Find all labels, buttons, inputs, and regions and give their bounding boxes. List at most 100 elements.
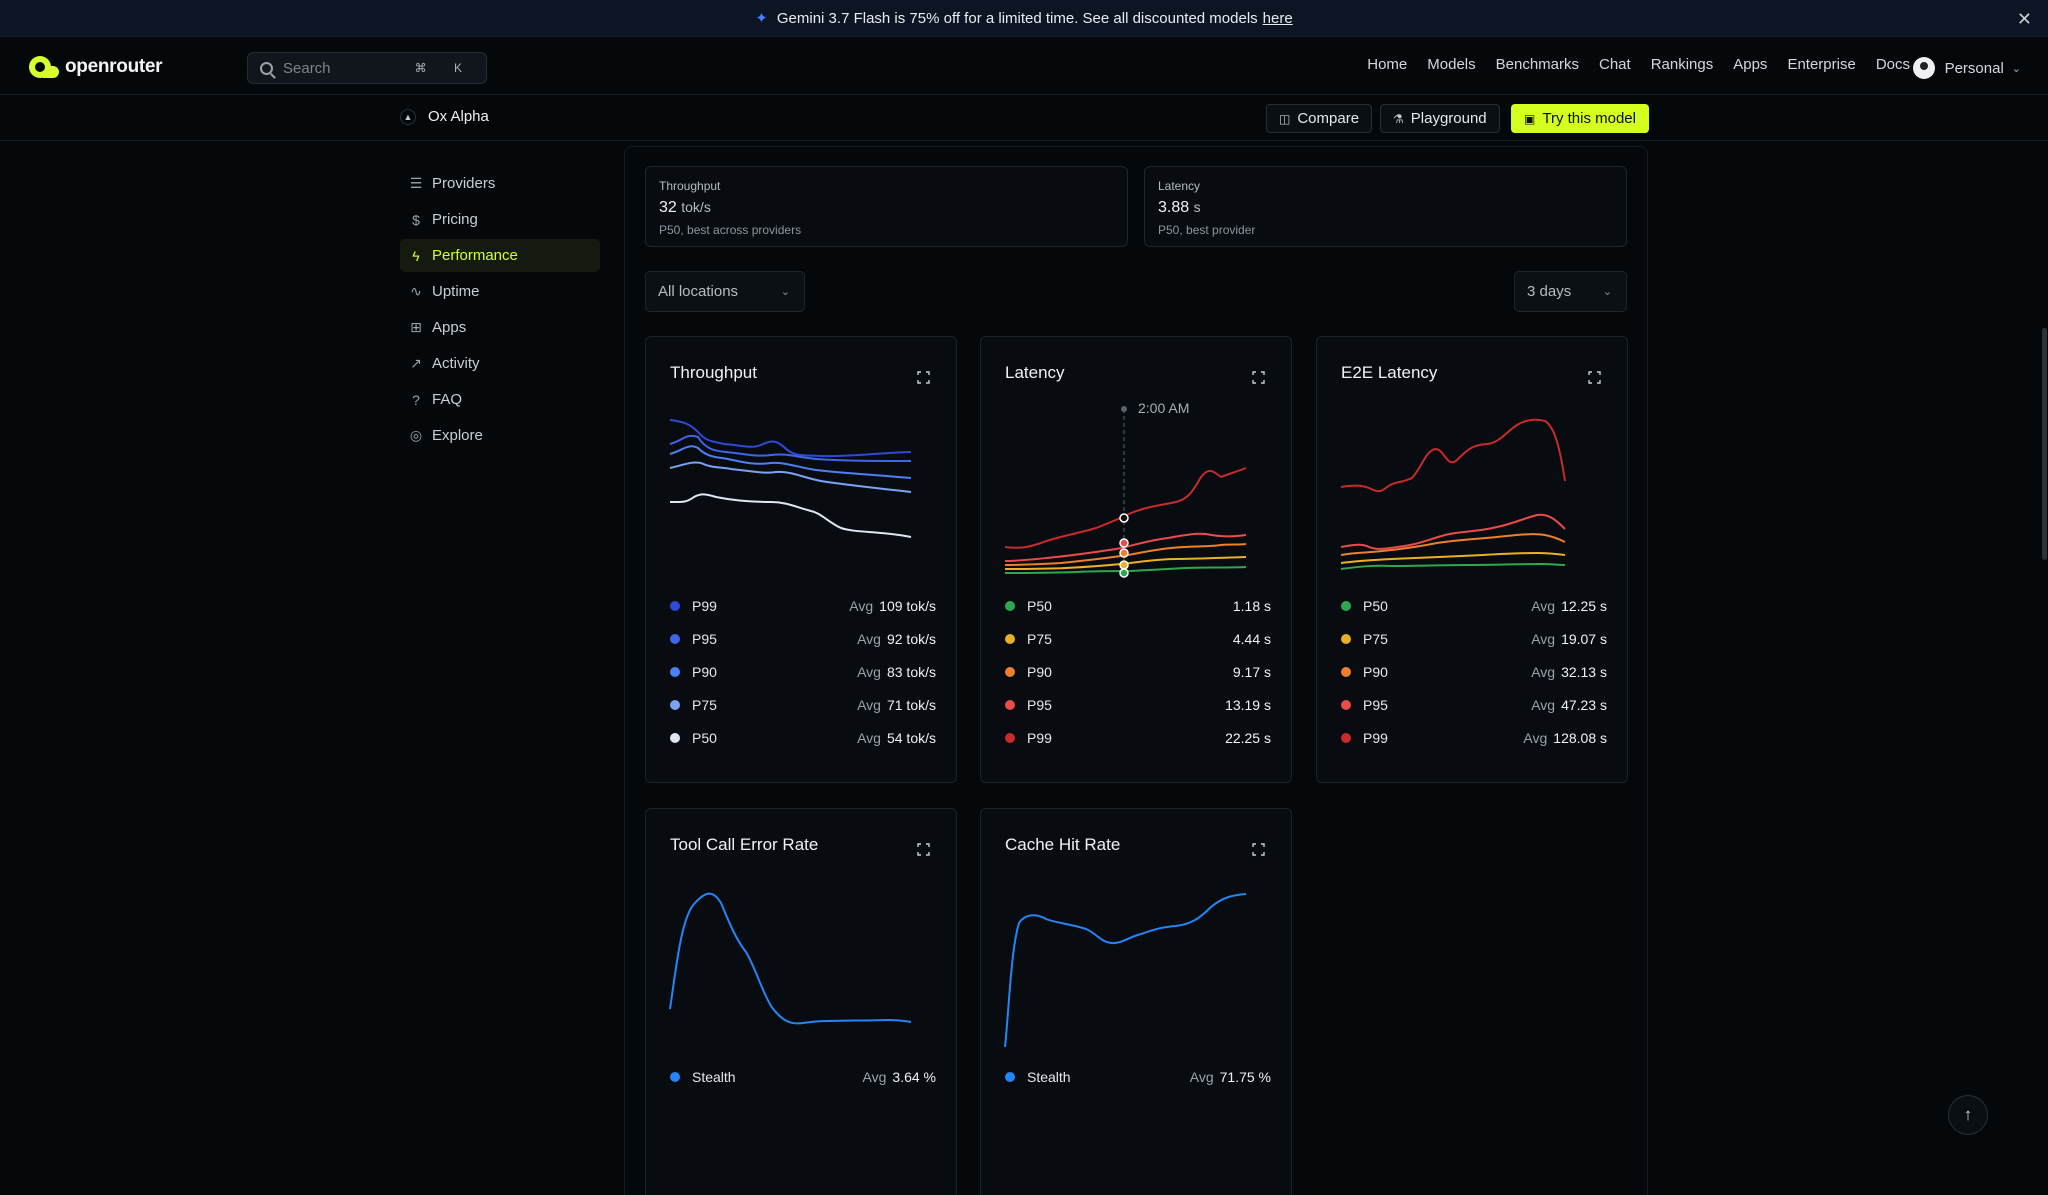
search-input[interactable]: Search ⌘ K [247,52,487,84]
stat-sub: P50, best across providers [659,223,802,237]
card-title: Tool Call Error Rate [670,835,819,854]
logo[interactable]: openrouter [29,56,163,78]
help-icon: ? [412,391,420,408]
legend-avg: Avg [1531,663,1556,680]
legend-number: 47.23 s [1561,696,1607,713]
legend-row: P99 Avg 109 tok/s [670,589,936,622]
legend-name: P90 [1027,663,1052,680]
legend-value: Avg 54 tok/s [857,730,936,746]
throughput-chart [669,419,912,538]
nav-link-apps[interactable]: Apps [1733,56,1768,73]
legend-row: P50 Avg 12.25 s [1341,589,1607,622]
chart-legend: P99 Avg 109 tok/s P95 Avg 92 tok/s P90 Avg 83 … [670,589,936,754]
search-placeholder: Search [283,59,331,77]
close-icon[interactable]: ✕ [2016,9,2032,29]
expand-icon[interactable] [1252,371,1265,384]
nav-link-rankings[interactable]: Rankings [1650,56,1714,73]
legend-row: P50 Avg 54 tok/s [670,721,936,754]
sidebar: ☰ Providers $ Pricing ϟ Performance ∿ Uptime… [400,167,600,455]
try-model-label: Try this model [1542,110,1636,127]
nav-link-docs[interactable]: Docs [1875,56,1910,73]
trend-icon: ↗ [410,355,422,371]
nav-link-enterprise[interactable]: Enterprise [1787,56,1856,73]
latency-card: Latency 2:00 AM P50 1.18 s P75 4.44 s P90 9… [980,336,1292,783]
sidebar-item-explore[interactable]: ◎ Explore [400,419,600,452]
legend-avg: Avg [857,729,881,746]
legend-name: P90 [692,663,717,680]
legend-name: Stealth [1027,1068,1071,1085]
stat-label: Latency [1158,179,1201,193]
legend-value: 4.44 s [1232,630,1271,647]
apps-icon: ⊞ [410,319,422,335]
legend-value: Avg 71.75 % [1190,1069,1271,1085]
scroll-to-top-button[interactable]: ↑ [1948,1095,1988,1135]
legend-number: 3.64 % [892,1068,936,1085]
expand-icon[interactable] [1252,843,1265,856]
sidebar-item-performance[interactable]: ϟ Performance [400,239,600,272]
pulse-icon: ∿ [410,283,422,299]
legend-dot [670,666,680,677]
try-model-button[interactable]: ▣ Try this model [1511,104,1649,133]
legend-value: 1.18 s [1232,597,1271,614]
legend-name: P99 [1027,729,1052,746]
sidebar-item-uptime[interactable]: ∿ Uptime [400,275,600,308]
nav-link-chat[interactable]: Chat [1599,56,1631,73]
sidebar-item-providers[interactable]: ☰ Providers [400,167,600,200]
legend-name: P50 [1027,597,1052,614]
expand-icon[interactable] [917,371,930,384]
sidebar-item-label: Activity [432,355,480,372]
sidebar-item-pricing[interactable]: $ Pricing [400,203,600,236]
banner-link[interactable]: here [1262,9,1293,27]
account-menu[interactable]: Personal ⌄ [1912,57,2021,79]
model-header: ▲ Ox Alpha ◫ Compare ⚗ Playground ▣ Try … [0,95,2048,141]
legend-dot [1005,1071,1015,1082]
chart-legend: Stealth Avg 71.75 % [1005,1060,1271,1093]
bolt-icon: ϟ [412,247,420,264]
legend-dot [1341,633,1351,644]
openrouter-logo-icon [29,56,59,78]
legend-number: 83 tok/s [886,663,936,680]
nav-link-home[interactable]: Home [1367,56,1408,73]
content-panel [624,146,1648,1195]
legend-name: Stealth [692,1068,736,1085]
sidebar-item-faq[interactable]: ? FAQ [400,383,600,416]
chevron-up-icon[interactable]: ▲ [400,108,416,125]
throughput-card: Throughput P99 Avg 109 tok/s P95 Avg 92 tok/… [645,336,957,783]
legend-number: 19.07 s [1561,630,1607,647]
sidebar-item-label: FAQ [432,391,463,408]
legend-row: P99 22.25 s [1005,721,1271,754]
legend-row: Stealth Avg 71.75 % [1005,1060,1271,1093]
legend-value: Avg 47.23 s [1531,697,1607,713]
legend-value: Avg 92 tok/s [857,631,936,647]
compare-button[interactable]: ◫ Compare [1266,104,1373,133]
location-select[interactable]: All locations ⌄ [645,271,805,312]
compass-icon: ◎ [409,427,423,443]
e2e-latency-card: E2E Latency P50 Avg 12.25 s P75 Avg 19.07 s … [1316,336,1628,783]
legend-dot [670,699,680,710]
playground-button[interactable]: ⚗ Playground [1380,104,1500,133]
legend-row: P75 Avg 71 tok/s [670,688,936,721]
legend-number: 92 tok/s [886,630,936,647]
range-select[interactable]: 3 days ⌄ [1514,271,1627,312]
playground-label: Playground [1410,110,1487,127]
sidebar-item-activity[interactable]: ↗ Activity [400,347,600,380]
legend-avg: Avg [857,663,881,680]
compare-label: Compare [1297,110,1360,127]
latency-chart [1004,406,1247,578]
legend-number: 71.75 % [1219,1068,1271,1085]
model-title: ▲ Ox Alpha [400,108,489,125]
expand-icon[interactable] [1588,371,1601,384]
legend-row: P75 4.44 s [1005,622,1271,655]
legend-value: Avg 32.13 s [1531,664,1607,680]
nav-link-models[interactable]: Models [1427,56,1476,73]
legend-value: 13.19 s [1225,696,1271,713]
scrollbar[interactable] [2042,328,2047,560]
columns-icon: ◫ [1279,111,1291,126]
legend-name: P95 [1027,696,1052,713]
legend-dot [1005,600,1015,611]
sidebar-item-apps[interactable]: ⊞ Apps [400,311,600,344]
expand-icon[interactable] [917,843,930,856]
legend-dot [670,732,680,743]
account-label: Personal [1944,59,2004,77]
nav-link-benchmarks[interactable]: Benchmarks [1495,56,1579,73]
